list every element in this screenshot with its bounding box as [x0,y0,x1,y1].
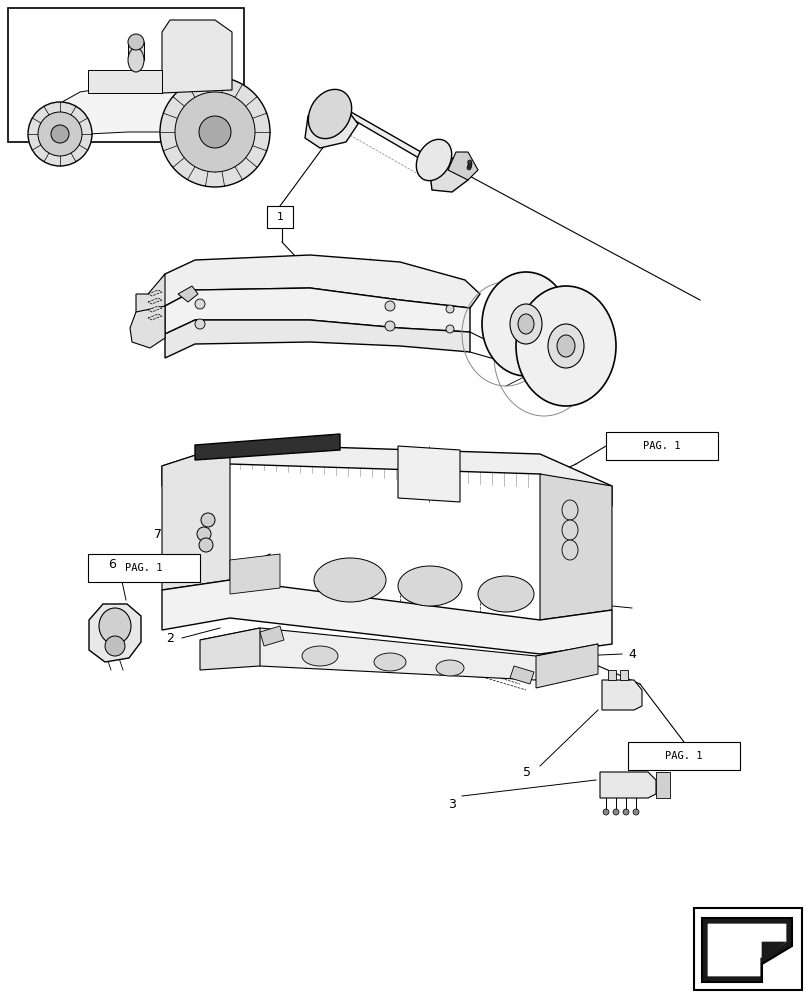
Ellipse shape [302,646,337,666]
Polygon shape [260,626,284,646]
Polygon shape [200,628,597,680]
Text: 6: 6 [108,558,116,572]
Polygon shape [599,772,655,798]
Polygon shape [162,444,230,590]
Ellipse shape [478,576,534,612]
Ellipse shape [467,160,471,164]
Ellipse shape [199,538,212,552]
Text: 1: 1 [277,212,283,222]
Ellipse shape [384,321,394,331]
Ellipse shape [509,304,541,344]
Ellipse shape [436,660,463,676]
Polygon shape [761,942,785,958]
Polygon shape [165,288,470,334]
Polygon shape [148,298,162,304]
Polygon shape [397,446,460,502]
Bar [693,908,801,990]
Polygon shape [89,604,141,662]
Polygon shape [305,100,358,148]
Text: PAG. 1: PAG. 1 [664,751,702,761]
Bar [128,42,144,60]
Ellipse shape [561,540,577,560]
Ellipse shape [99,608,131,644]
Ellipse shape [445,305,453,313]
Polygon shape [148,314,162,320]
Polygon shape [148,290,162,296]
Ellipse shape [561,500,577,520]
Text: 4: 4 [627,648,635,660]
Text: 5: 5 [522,766,530,778]
Polygon shape [707,924,785,976]
Text: 3: 3 [448,797,455,810]
Bar [88,554,200,582]
Bar [627,742,739,770]
Polygon shape [539,474,611,620]
Ellipse shape [467,164,471,168]
Polygon shape [448,152,478,180]
Ellipse shape [397,566,461,606]
Polygon shape [130,306,165,348]
Ellipse shape [556,335,574,357]
Ellipse shape [195,299,204,309]
Text: 7: 7 [154,528,162,542]
Ellipse shape [416,139,451,181]
Ellipse shape [633,809,638,815]
Bar [8,8,243,142]
Ellipse shape [482,272,569,376]
Polygon shape [200,628,260,670]
Polygon shape [178,286,198,302]
Ellipse shape [384,301,394,311]
Bar [605,432,717,460]
Ellipse shape [603,809,608,815]
Polygon shape [165,320,470,358]
Ellipse shape [308,89,351,139]
Polygon shape [150,255,479,308]
Polygon shape [162,444,611,506]
Polygon shape [655,772,669,798]
Ellipse shape [195,319,204,329]
Ellipse shape [128,34,144,50]
Polygon shape [601,680,642,710]
Polygon shape [702,918,791,982]
Ellipse shape [622,809,629,815]
Polygon shape [509,666,534,684]
Ellipse shape [314,558,385,602]
Ellipse shape [28,102,92,166]
Ellipse shape [445,325,453,333]
Ellipse shape [466,166,470,170]
Polygon shape [230,554,280,594]
Text: PAG. 1: PAG. 1 [125,563,162,573]
Ellipse shape [105,636,125,656]
Ellipse shape [515,286,616,406]
Text: 2: 2 [166,632,174,644]
Ellipse shape [517,314,534,334]
Polygon shape [48,84,262,134]
Polygon shape [88,70,162,93]
Ellipse shape [547,324,583,368]
Ellipse shape [467,162,471,166]
Polygon shape [195,434,340,460]
Polygon shape [162,580,611,654]
Ellipse shape [561,520,577,540]
Polygon shape [162,20,232,93]
Text: PAG. 1: PAG. 1 [642,441,680,451]
Polygon shape [607,670,616,680]
Polygon shape [430,158,467,192]
Ellipse shape [128,48,144,72]
Ellipse shape [201,513,215,527]
Ellipse shape [160,77,270,187]
Polygon shape [620,670,627,680]
Ellipse shape [374,653,406,671]
Polygon shape [329,100,448,168]
Ellipse shape [38,112,82,156]
Ellipse shape [197,527,211,541]
Polygon shape [135,274,165,320]
Bar [267,206,293,228]
Ellipse shape [199,116,230,148]
Ellipse shape [612,809,618,815]
Polygon shape [535,644,597,688]
Polygon shape [148,306,162,312]
Ellipse shape [175,92,255,172]
Ellipse shape [51,125,69,143]
